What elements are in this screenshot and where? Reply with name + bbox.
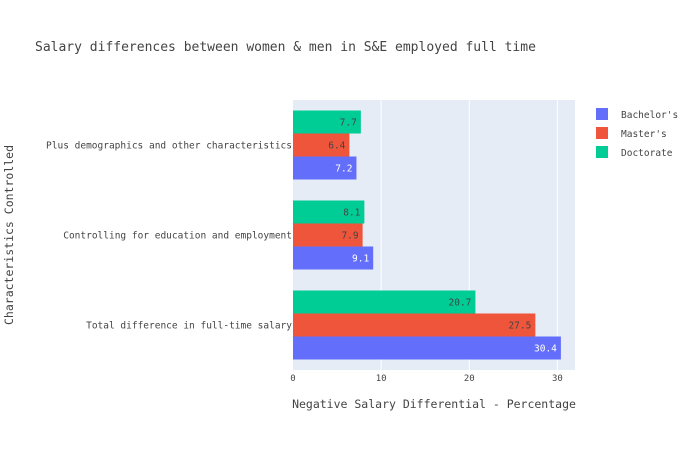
bar-value-label: 20.7: [449, 298, 472, 309]
bar-value-label: 30.4: [534, 344, 557, 355]
x-tick-label: 10: [376, 374, 387, 384]
bar[interactable]: [293, 313, 536, 337]
x-tick-label: 20: [464, 374, 475, 384]
bar[interactable]: [293, 246, 374, 270]
bar-value-label: 27.5: [508, 321, 531, 332]
x-tick-label: 0: [290, 374, 295, 384]
bars: 30.4 27.5 20.7 9.1 7.9 8.1 7.2 6.4 7.7: [293, 110, 561, 360]
y-axis-label: Characteristics Controlled: [2, 145, 16, 325]
bar-value-label: 9.1: [352, 254, 369, 265]
bar[interactable]: [293, 223, 363, 247]
legend[interactable]: Bachelor's Master's Doctorate: [596, 108, 678, 159]
legend-swatch: [596, 127, 608, 139]
legend-item[interactable]: Bachelor's: [596, 108, 678, 121]
bar-value-label: 7.9: [341, 231, 358, 242]
category-label: Total difference in full-time salary: [86, 321, 292, 332]
legend-label: Doctorate: [621, 148, 673, 159]
bar[interactable]: [293, 336, 561, 360]
x-axis-label: Negative Salary Differential - Percentag…: [292, 397, 576, 411]
legend-label: Master's: [621, 129, 667, 140]
bar-value-label: 7.2: [335, 164, 352, 175]
x-tick-label: 30: [552, 374, 563, 384]
legend-swatch: [596, 108, 608, 120]
legend-item[interactable]: Master's: [596, 127, 667, 140]
bar-value-label: 8.1: [343, 208, 360, 219]
chart-title: Salary differences between women & men i…: [35, 40, 536, 55]
bar[interactable]: [293, 133, 350, 157]
legend-label: Bachelor's: [621, 110, 678, 121]
bar[interactable]: [293, 110, 361, 134]
bar[interactable]: [293, 156, 357, 180]
bar[interactable]: [293, 290, 476, 314]
bar-value-label: 6.4: [328, 141, 345, 152]
category-label: Controlling for education and employment: [63, 231, 292, 242]
category-label: Plus demographics and other characterist…: [46, 141, 292, 152]
x-tick-labels: 0 10 20 30: [290, 374, 563, 384]
legend-swatch: [596, 146, 608, 158]
legend-item[interactable]: Doctorate: [596, 146, 673, 159]
bar-value-label: 7.7: [340, 118, 357, 129]
category-labels: Total difference in full-time salary Cont…: [46, 141, 292, 332]
bar[interactable]: [293, 200, 365, 224]
